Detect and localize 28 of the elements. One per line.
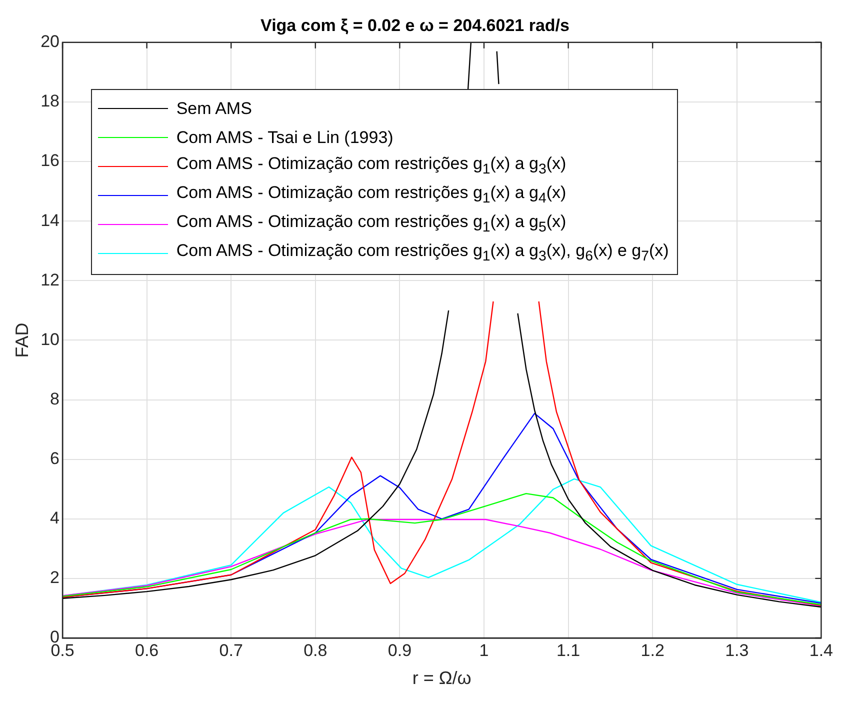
y-tick-label: 14 (40, 210, 60, 230)
x-tick-label: 0.7 (219, 640, 243, 660)
x-tick-label: 1 (479, 640, 489, 660)
y-tick-label: 18 (40, 92, 60, 111)
y-tick-label: 6 (50, 449, 60, 468)
x-tick-label: 0.6 (134, 640, 159, 660)
x-tick-label: 0.9 (388, 640, 412, 660)
y-tick-label: 20 (40, 32, 60, 52)
y-axis-title: FAD (12, 322, 32, 358)
legend-label: Com AMS - Otimização com restrições g$_{1}$(x) a g$_{5}$(x) (176, 211, 566, 238)
y-tick-label: 8 (50, 389, 60, 408)
text: Com AMS - Otimização com restrições g$_{1}$(x) a g$_{3}$(x), g$_{6}$(x) e g$_{7}$(x) (176, 241, 669, 265)
y-tick-label: 4 (50, 508, 60, 528)
legend-label: Com AMS - Otimização com restrições g$_{1}$(x) a g$_{4}$(x) (176, 182, 566, 209)
x-tick-label: 1.4 (809, 640, 834, 660)
chart-title: Viga com ξ = 0.02 e ω = 204.6021 rad/s (260, 16, 570, 35)
x-tick-label: 0.8 (304, 640, 328, 660)
x-axis-title: r = Ω/ω (412, 668, 472, 688)
y-tick-label: 10 (40, 330, 60, 349)
x-tick-label: 1.3 (725, 640, 749, 660)
y-tick-label: 2 (50, 568, 60, 588)
x-tick-label: 1.1 (556, 640, 580, 660)
x-tick-label: 1.2 (640, 640, 664, 660)
legend-label: Sem AMS (176, 98, 252, 120)
y-tick-label: 12 (40, 270, 60, 290)
legend-label: Com AMS - Tsai e Lin (1993) (176, 126, 394, 149)
y-tick-label: 16 (40, 151, 60, 170)
legend-label: Com AMS - Otimização com restrições g$_{1}$(x) a g$_{3}$(x) (176, 153, 566, 180)
